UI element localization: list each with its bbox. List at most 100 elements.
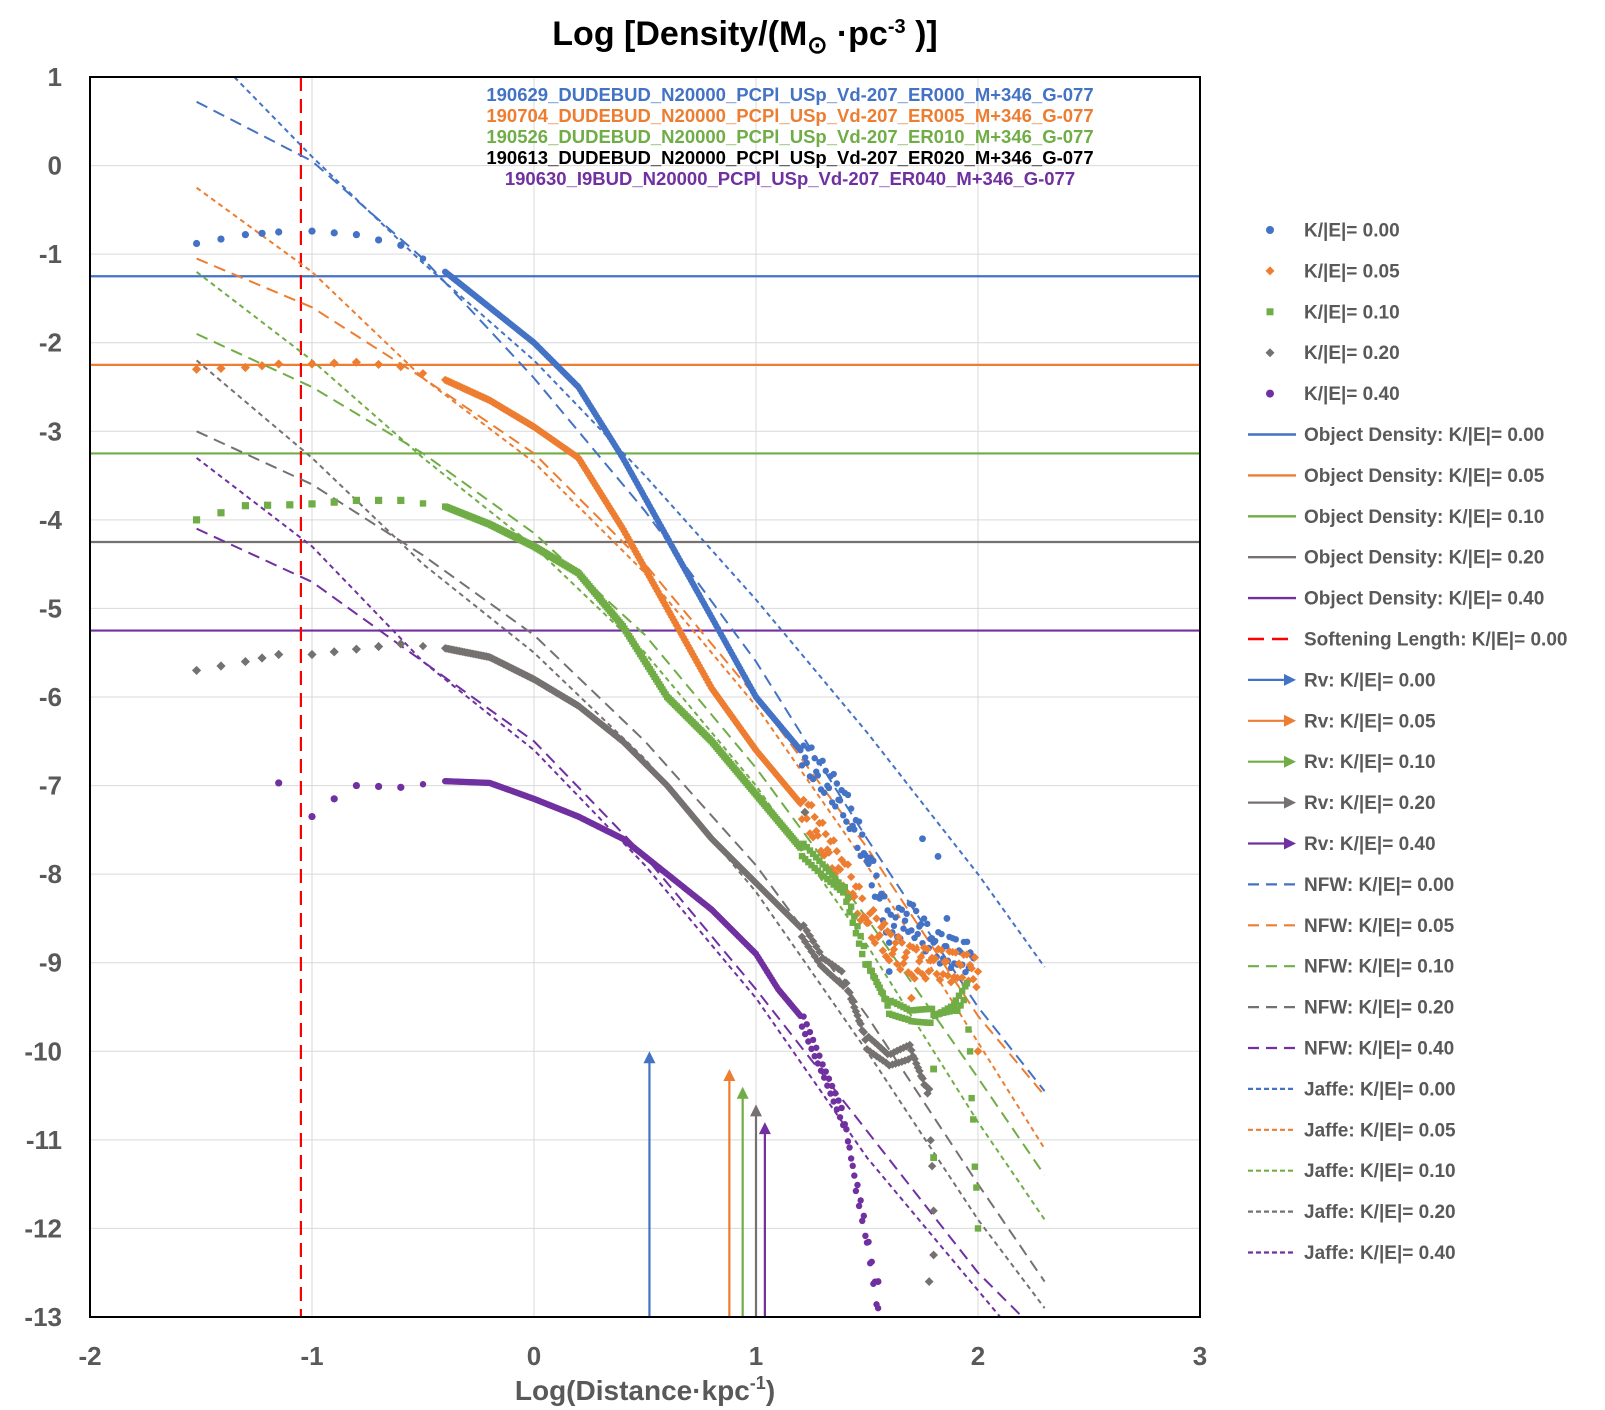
data-point — [823, 845, 832, 854]
data-point — [216, 363, 226, 373]
run-id-label: 190526_DUDEBUD_N20000_PCPl_USp_Vd-207_ER… — [486, 126, 1093, 147]
data-point — [829, 973, 838, 982]
data-point — [851, 913, 858, 920]
data-point — [835, 1097, 842, 1104]
data-point — [274, 359, 284, 369]
legend-arrow-head — [1284, 673, 1296, 686]
data-point — [855, 940, 863, 947]
data-point — [907, 993, 916, 1003]
legend-item: Jaffe: K/|E|= 0.20 — [1248, 1202, 1456, 1223]
data-point — [807, 800, 816, 810]
data-point — [916, 952, 926, 962]
data-point — [908, 1051, 918, 1061]
data-point — [862, 1232, 869, 1240]
legend-label: K/|E|= 0.10 — [1304, 302, 1400, 323]
data-point — [375, 236, 383, 244]
legend-item: K/|E|= 0.00 — [1266, 221, 1400, 242]
data-point — [796, 923, 805, 932]
data-point — [419, 255, 427, 262]
legend-label: K/|E|= 0.40 — [1304, 384, 1400, 405]
data-point — [867, 933, 876, 943]
data-point — [886, 1049, 895, 1059]
data-point — [953, 973, 962, 983]
data-point — [810, 812, 819, 822]
data-point — [924, 967, 934, 976]
data-point — [942, 957, 951, 966]
legend-label: Jaffe: K/|E|= 0.05 — [1304, 1120, 1456, 1141]
data-point — [818, 953, 827, 963]
data-point — [869, 1049, 878, 1059]
data-point — [418, 369, 428, 378]
data-point — [330, 795, 338, 803]
chart-title-sun-symbol: ⊙ — [807, 32, 827, 59]
data-point — [899, 1043, 908, 1052]
jaffe-curve — [233, 76, 1046, 968]
legend-arrow-head — [1284, 837, 1296, 850]
data-point — [819, 964, 829, 974]
data-point — [894, 932, 903, 942]
data-point — [877, 1043, 886, 1053]
data-point — [819, 1061, 826, 1068]
data-point — [963, 980, 971, 987]
data-point — [830, 770, 837, 778]
data-point — [803, 843, 810, 851]
run-id-label: 190704_DUDEBUD_N20000_PCPl_USp_Vd-207_ER… — [486, 105, 1093, 126]
object-density-lines — [90, 275, 1200, 632]
data-point — [865, 1238, 872, 1246]
data-point — [859, 831, 866, 838]
data-point — [958, 987, 966, 995]
data-point — [191, 364, 202, 374]
data-point — [636, 555, 645, 565]
series-group — [191, 639, 938, 1286]
data-point — [800, 742, 807, 749]
data-point — [832, 1090, 839, 1097]
data-point — [865, 909, 875, 918]
run-id-label: 190629_DUDEBUD_N20000_PCPl_USp_Vd-207_ER… — [486, 84, 1093, 105]
data-point — [957, 973, 967, 982]
data-point — [832, 846, 842, 856]
data-point — [850, 892, 859, 901]
data-point — [628, 541, 637, 550]
data-point — [257, 361, 267, 371]
data-point — [875, 1054, 884, 1063]
data-point — [970, 953, 980, 962]
data-point — [962, 950, 972, 959]
series-group — [275, 777, 882, 1312]
data-point — [308, 812, 316, 821]
data-point — [817, 1067, 825, 1074]
data-point — [397, 241, 405, 249]
data-point — [903, 910, 910, 917]
data-point — [881, 893, 888, 900]
legend-arrow-head — [1284, 796, 1296, 809]
data-point — [909, 901, 917, 909]
data-point — [419, 781, 427, 788]
data-point — [927, 1161, 937, 1171]
legend-label: Jaffe: K/|E|= 0.00 — [1304, 1079, 1456, 1100]
data-point — [969, 974, 978, 984]
data-point — [419, 500, 427, 507]
data-point — [330, 498, 338, 506]
data-point — [351, 644, 361, 654]
data-point — [822, 1068, 829, 1075]
data-point — [241, 231, 249, 239]
y-tick-label: -10 — [24, 1036, 62, 1066]
data-point — [656, 592, 666, 602]
legend-item: Rv: K/|E|= 0.20 — [1248, 793, 1436, 814]
data-point — [952, 936, 959, 943]
legend-label: NFW: K/|E|= 0.05 — [1304, 916, 1455, 937]
data-point — [974, 1225, 982, 1232]
legend-label: K/|E|= 0.00 — [1304, 221, 1400, 242]
data-point — [878, 946, 888, 955]
data-point — [854, 882, 864, 891]
y-tick-label: 0 — [48, 151, 62, 181]
data-point — [867, 1035, 876, 1044]
data-point — [952, 997, 959, 1004]
data-point — [842, 978, 851, 988]
legend-item: NFW: K/|E|= 0.05 — [1248, 916, 1455, 937]
legend-label: Rv: K/|E|= 0.10 — [1304, 752, 1436, 773]
data-point — [859, 1027, 869, 1037]
data-point — [620, 527, 629, 536]
data-point — [921, 974, 930, 983]
data-point — [943, 943, 950, 950]
